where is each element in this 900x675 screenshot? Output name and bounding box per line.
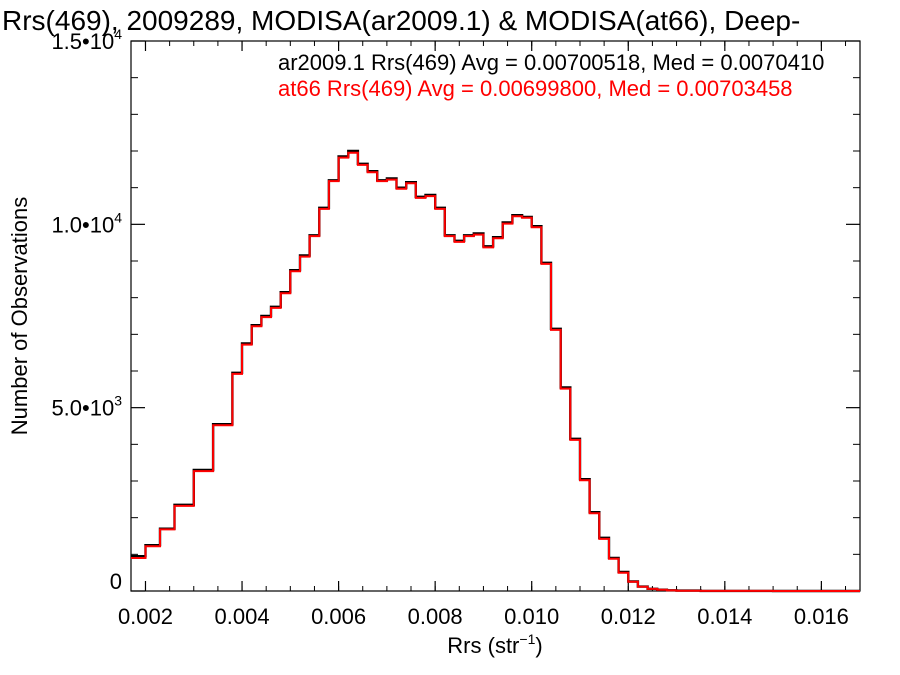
y-tick-label-exp: 4 — [114, 209, 122, 225]
legend-entry-red: at66 Rrs(469) Avg = 0.00699800, Med = 0.… — [278, 76, 793, 101]
y-tick-label: 1.0•104 — [51, 209, 122, 237]
x-tick-label: 0.016 — [794, 604, 849, 629]
y-tick-label: 1.5•104 — [51, 26, 122, 54]
y-tick-label: 5.0•103 — [51, 393, 122, 421]
x-axis-label-main: Rrs (str — [447, 633, 519, 658]
legend-entry-black: ar2009.1 Rrs(469) Avg = 0.00700518, Med … — [278, 50, 824, 75]
x-tick-label: 0.002 — [118, 604, 173, 629]
y-axis-label: Number of Observations — [7, 197, 32, 435]
y-tick-label-main: 0 — [110, 569, 122, 594]
y-tick-label-exp: 4 — [114, 26, 122, 42]
x-axis-label: Rrs (str−1) — [447, 631, 542, 658]
y-tick-label-main: 1.0•10 — [51, 212, 114, 237]
x-tick-label: 0.008 — [408, 604, 463, 629]
chart-title: Rrs(469), 2009289, MODISA(ar2009.1) & MO… — [2, 5, 800, 36]
x-tick-label: 0.014 — [697, 604, 752, 629]
x-tick-label: 0.004 — [215, 604, 270, 629]
x-axis-label-sup: −1 — [519, 631, 535, 647]
plot-frame — [130, 40, 861, 592]
x-axis: 0.002 0.004 0.006 0.008 0.010 0.012 0.014 0.016 — [118, 41, 849, 629]
series-line-0 — [131, 149, 860, 593]
y-tick-label-main: 1.5•10 — [51, 29, 114, 54]
y-tick-label: 0 — [110, 569, 122, 594]
y-tick-label-exp: 3 — [114, 393, 122, 409]
x-tick-label: 0.010 — [504, 604, 559, 629]
x-axis-label-close: ) — [535, 633, 542, 658]
y-tick-label-main: 5.0•10 — [51, 396, 114, 421]
x-tick-label: 0.012 — [601, 604, 656, 629]
series-layer — [131, 149, 860, 593]
x-tick-label: 0.006 — [311, 604, 366, 629]
series-line-1 — [131, 151, 860, 592]
